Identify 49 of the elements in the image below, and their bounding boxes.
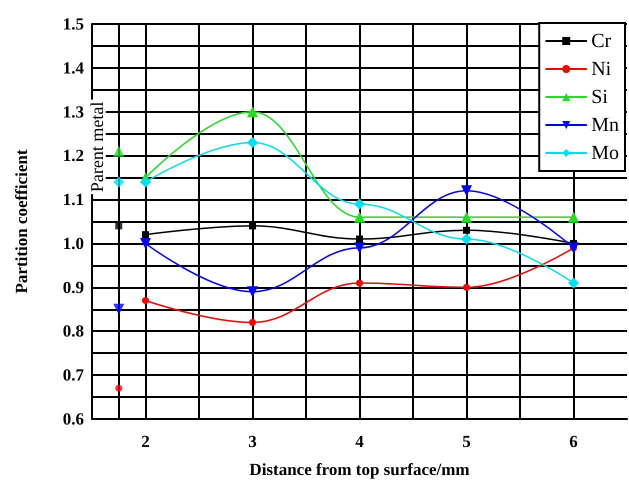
y-tick-label: 1.0	[62, 234, 84, 253]
point	[354, 212, 365, 223]
point	[568, 212, 579, 223]
point	[247, 286, 258, 298]
point	[356, 236, 363, 243]
x-tick-label: 3	[248, 432, 257, 451]
point	[142, 297, 149, 304]
y-tick-label: 1.4	[62, 58, 84, 78]
point	[249, 222, 256, 230]
point	[461, 234, 472, 245]
x-tick-label: 6	[569, 432, 578, 451]
y-axis-title: Partition coefficient	[12, 149, 31, 294]
point	[142, 231, 149, 238]
y-tick-label: 0.8	[62, 322, 84, 341]
x-tick-label: 4	[355, 432, 364, 451]
x-tick-label: 5	[462, 432, 471, 451]
point	[356, 279, 363, 286]
y-tick-label: 0.6	[62, 410, 84, 428]
legend-label: Mn	[591, 114, 620, 136]
y-tick-label: 1.5	[62, 14, 84, 34]
point	[113, 304, 124, 315]
point	[354, 198, 365, 210]
point	[140, 176, 151, 188]
point	[115, 222, 122, 230]
legend-label: Cr	[591, 30, 612, 52]
point	[461, 185, 472, 196]
point	[463, 284, 470, 291]
point	[461, 212, 472, 223]
y-tick-label: 1.3	[62, 102, 84, 122]
point	[113, 146, 124, 157]
x-axis-title: Distance from top surface/mm	[249, 460, 470, 479]
point	[140, 238, 151, 249]
point	[247, 106, 258, 118]
y-tick-label: 0.9	[62, 278, 84, 297]
legend-label: Si	[591, 86, 608, 108]
annotation: Parent metal	[86, 102, 107, 192]
x-tick-label: 2	[141, 432, 150, 451]
point	[113, 176, 124, 188]
point	[568, 277, 579, 288]
y-tick-label: 1.1	[62, 190, 84, 210]
legend-label: Ni	[591, 58, 612, 80]
point	[463, 226, 470, 234]
point	[249, 318, 256, 326]
point	[115, 384, 122, 392]
legend-label: Mo	[591, 142, 620, 164]
point	[354, 242, 365, 254]
y-tick-label: 0.7	[62, 366, 84, 385]
point	[247, 137, 258, 148]
y-tick-label: 1.2	[62, 146, 84, 166]
